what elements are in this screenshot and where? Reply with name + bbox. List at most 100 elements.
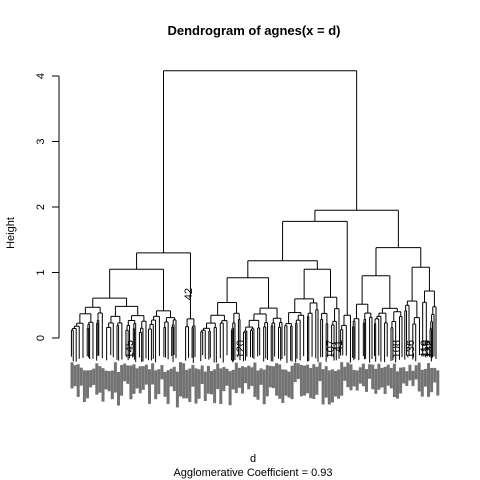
- leaf-label-glyphs: [278, 364, 282, 399]
- leaf-label-glyphs: [436, 370, 440, 396]
- y-tick-label: 1: [35, 269, 47, 275]
- leaf-label-glyphs: [117, 371, 120, 406]
- leaf-label-glyphs: [82, 370, 86, 403]
- leaf-label-glyphs: [98, 366, 102, 393]
- leaf-label-glyphs: [157, 369, 161, 395]
- leaf-label-glyphs: [293, 362, 297, 383]
- leaf-label: 136: [405, 340, 417, 358]
- leaf-label-glyphs: [210, 370, 213, 395]
- leaf-label-glyphs: [287, 371, 291, 398]
- leaf-label-glyphs: [151, 363, 155, 385]
- leaf-label-glyphs: [101, 368, 105, 402]
- leaf-label-glyphs: [365, 369, 368, 392]
- leaf-label-glyphs: [268, 365, 272, 388]
- leaf-label-glyphs: [185, 369, 189, 399]
- leaf-label-glyphs: [194, 368, 198, 404]
- leaf-label-glyphs: [337, 369, 341, 399]
- y-tick-label: 0: [35, 335, 47, 341]
- y-tick-label: 4: [35, 73, 47, 79]
- leaf-label-glyphs: [123, 363, 127, 382]
- leaf-label-glyphs: [386, 364, 390, 386]
- leaf-label-glyphs: [166, 370, 170, 404]
- leaf-label-glyphs: [86, 370, 89, 399]
- leaf-label-glyphs: [374, 368, 378, 394]
- leaf-label-glyphs: [244, 367, 248, 384]
- leaf-label-glyphs: [377, 363, 381, 390]
- leaf-label-glyphs: [200, 365, 204, 384]
- leaf-label-glyphs: [92, 368, 96, 385]
- leaf-label-glyphs: [237, 367, 241, 388]
- leaf-label-glyphs: [206, 365, 210, 394]
- leaf-label-glyphs: [163, 371, 167, 397]
- leaf-label: 42: [183, 288, 195, 300]
- leaf-label-glyphs: [188, 368, 192, 402]
- leaf-label-glyphs: [290, 365, 294, 400]
- leaf-label-glyphs: [349, 364, 353, 391]
- leaf-label-glyphs: [396, 371, 399, 399]
- leaf-label-glyphs: [414, 365, 418, 380]
- leaf-label-glyphs: [306, 364, 310, 394]
- leaf-label-glyphs: [334, 370, 337, 397]
- leaf-label-glyphs: [392, 363, 396, 398]
- leaf-label-glyphs: [191, 364, 195, 387]
- leaf-label-glyphs: [154, 370, 158, 400]
- leaf-label-glyphs: [408, 364, 412, 381]
- leaf-label-glyphs: [296, 363, 300, 380]
- leaf-label: 145: [124, 340, 136, 358]
- leaf-label-glyphs: [343, 366, 347, 381]
- leaf-label: 107: [325, 340, 337, 358]
- leaf-label-glyphs: [160, 365, 164, 380]
- leaf-label-glyphs: [141, 366, 145, 390]
- leaf-label-glyphs: [324, 366, 328, 398]
- leaf-label-glyphs: [225, 368, 229, 386]
- leaf-label: 116: [421, 340, 433, 358]
- leaf-label-glyphs: [361, 363, 365, 387]
- leaf-label-glyphs: [417, 362, 421, 392]
- leaf-label-glyphs: [197, 369, 201, 399]
- leaf-label-glyphs: [352, 369, 356, 387]
- leaf-label-glyphs: [250, 367, 254, 386]
- leaf-label: 120: [235, 340, 247, 358]
- leaf-label-glyphs: [430, 367, 434, 393]
- leaf-label-glyphs: [148, 369, 151, 404]
- leaf-label-glyphs: [219, 368, 223, 404]
- leaf-label-glyphs: [172, 366, 176, 392]
- leaf-label-glyphs: [423, 368, 427, 387]
- x-axis-label: d: [250, 453, 256, 465]
- leaf-label-glyphs: [281, 369, 285, 403]
- leaf-label-glyphs: [79, 367, 83, 386]
- leaf-label-glyphs: [138, 366, 142, 394]
- leaf-label: 41: [333, 340, 345, 352]
- leaf-label-glyphs: [126, 365, 130, 384]
- leaf-label-glyphs: [402, 367, 406, 384]
- leaf-label-glyphs: [330, 369, 334, 403]
- y-tick-label: 2: [35, 204, 47, 210]
- leaf-label-glyphs: [383, 366, 387, 394]
- leaf-label-glyphs: [420, 369, 424, 397]
- leaf-label-glyphs: [303, 365, 306, 396]
- leaf-label-glyphs: [253, 362, 257, 397]
- leaf-label: 108: [391, 340, 403, 358]
- leaf-label-glyphs: [110, 370, 114, 400]
- leaf-label-glyphs: [89, 370, 93, 388]
- leaf-label-glyphs: [182, 363, 186, 399]
- leaf-label-glyphs: [389, 367, 393, 389]
- leaf-label-glyphs: [433, 367, 437, 383]
- leaf-label-glyphs: [228, 371, 232, 406]
- leaf-label-glyphs: [135, 368, 139, 389]
- leaf-label-glyphs: [272, 366, 275, 389]
- leaf-label-glyphs: [371, 364, 375, 390]
- leaf-label-glyphs: [234, 362, 238, 394]
- leaf-label-glyphs: [265, 365, 269, 397]
- y-axis-label: Height: [5, 217, 17, 249]
- leaf-label-glyphs: [259, 368, 263, 385]
- leaf-label-glyphs: [284, 369, 288, 396]
- leaf-label-glyphs: [318, 362, 322, 382]
- leaf-label-glyphs: [309, 367, 313, 399]
- leaf-label-glyphs: [73, 365, 77, 387]
- leaf-label: 110: [419, 340, 431, 358]
- leaf-label-glyphs: [312, 364, 316, 399]
- leaf-label-glyphs: [113, 362, 117, 393]
